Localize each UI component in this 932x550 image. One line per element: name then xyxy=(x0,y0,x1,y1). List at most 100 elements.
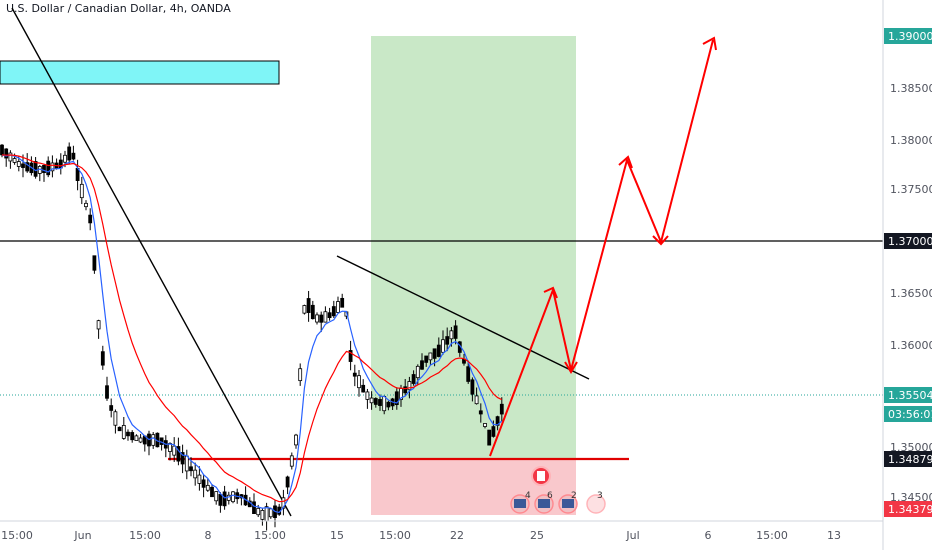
candle-up xyxy=(428,352,433,361)
candle-up xyxy=(415,365,420,379)
arrow-head-1 xyxy=(543,286,558,299)
event-badge-us-1[interactable]: 4 xyxy=(510,491,531,514)
candle-up xyxy=(8,152,13,162)
candle-up xyxy=(256,507,261,516)
time-tick-label: 15:00 xyxy=(756,529,788,542)
price-tag xyxy=(884,233,932,249)
candle-down xyxy=(46,160,51,176)
candle-down xyxy=(130,432,135,441)
candle-down xyxy=(340,297,345,308)
time-axis[interactable]: 15:00 Jun 15:00 8 15:00 15 15:00 22 25 Jul 6 15:00 1… xyxy=(1,529,841,542)
resistance-zone xyxy=(0,60,280,85)
candle-up xyxy=(260,510,265,520)
time-tick-label: 25 xyxy=(530,529,544,542)
candle-down xyxy=(159,437,164,445)
price-tick-label: 1.38000 xyxy=(890,134,932,147)
candle-up xyxy=(474,395,479,405)
time-tick-label: 8 xyxy=(205,529,212,542)
candle-up xyxy=(12,158,17,163)
time-tick-label: 15:00 xyxy=(1,529,33,542)
candle-up xyxy=(193,469,198,479)
candle-down xyxy=(432,348,437,359)
candle-up xyxy=(315,314,319,323)
candle-down xyxy=(436,344,441,357)
candle-up xyxy=(369,397,374,404)
candle-down xyxy=(327,312,332,319)
candle-down xyxy=(210,486,214,498)
price-tag-label: 03:56:01 xyxy=(888,408,932,421)
candle-down xyxy=(218,494,223,506)
candle-down xyxy=(100,351,105,366)
candle-down xyxy=(252,501,256,514)
time-tick-label: 15 xyxy=(330,529,344,542)
candle-up xyxy=(323,311,328,323)
event-badge-us-3[interactable]: 2 xyxy=(558,491,578,514)
time-tick-label: 13 xyxy=(827,529,841,542)
candle-up xyxy=(50,162,55,172)
candle-down xyxy=(25,162,30,172)
price-tag xyxy=(884,28,932,44)
candle-up xyxy=(294,434,298,446)
candle-up xyxy=(289,455,294,467)
candle-down xyxy=(394,391,399,406)
candle-up xyxy=(407,381,412,391)
candle-down xyxy=(0,144,4,156)
price-tag xyxy=(884,387,932,403)
candle-down xyxy=(33,161,38,177)
candle-down xyxy=(222,491,227,507)
arrow-head-5 xyxy=(702,36,717,51)
candle-down xyxy=(67,146,72,161)
price-tick-label: 1.36500 xyxy=(890,287,932,300)
candle-up xyxy=(336,301,340,313)
arrow-head-3 xyxy=(618,155,633,169)
event-badge-us-2[interactable]: 6 xyxy=(534,491,554,514)
candle-up xyxy=(197,474,202,484)
candle-up xyxy=(298,368,303,382)
candle-up xyxy=(449,330,454,340)
event-badge-us-1-count: 4 xyxy=(525,491,531,501)
downtrend-line-minor xyxy=(336,255,590,380)
candle-up xyxy=(483,423,487,427)
event-flag-canada[interactable] xyxy=(531,466,551,486)
candle-down xyxy=(176,446,181,462)
candle-up xyxy=(121,425,126,439)
time-tick-label: 22 xyxy=(450,529,464,542)
price-tick-label: 1.34500 xyxy=(890,491,932,504)
candle-down xyxy=(487,429,492,446)
candle-up xyxy=(16,161,21,167)
candles xyxy=(0,142,504,531)
price-tick-label: 1.36000 xyxy=(890,339,932,352)
ema-red-line xyxy=(1,154,503,503)
candle-down xyxy=(352,372,357,377)
candle-up xyxy=(214,491,219,502)
event-badge-ca[interactable]: 3 xyxy=(586,491,606,514)
candle-down xyxy=(109,405,114,411)
candle-up xyxy=(205,484,210,491)
candle-down xyxy=(386,401,391,408)
ema-blue-line xyxy=(1,154,503,514)
candle-down xyxy=(348,350,353,362)
candle-up xyxy=(382,395,387,412)
candle-up xyxy=(151,434,156,446)
candle-down xyxy=(180,452,185,465)
time-tick-label: 15:00 xyxy=(254,529,286,542)
candle-down xyxy=(71,152,76,160)
candle-down xyxy=(21,163,25,168)
time-tick-label: 6 xyxy=(705,529,712,542)
price-axis[interactable]: 1.38500 1.38000 1.37500 1.36500 1.36000 1.350… xyxy=(884,28,932,517)
candle-up xyxy=(231,491,235,503)
candle-down xyxy=(478,410,483,415)
candle-down xyxy=(403,386,408,394)
candle-down xyxy=(88,214,93,224)
price-tick-label: 1.35000 xyxy=(890,441,932,454)
candle-up xyxy=(365,391,370,400)
candle-down xyxy=(117,426,122,432)
candle-up xyxy=(441,339,445,353)
candle-down xyxy=(331,306,336,317)
candle-down xyxy=(424,355,429,363)
candle-up xyxy=(184,455,189,472)
price-tag-label: 1.34379 xyxy=(888,503,932,516)
candle-down xyxy=(361,384,366,393)
time-tick-label: Jun xyxy=(73,529,91,542)
